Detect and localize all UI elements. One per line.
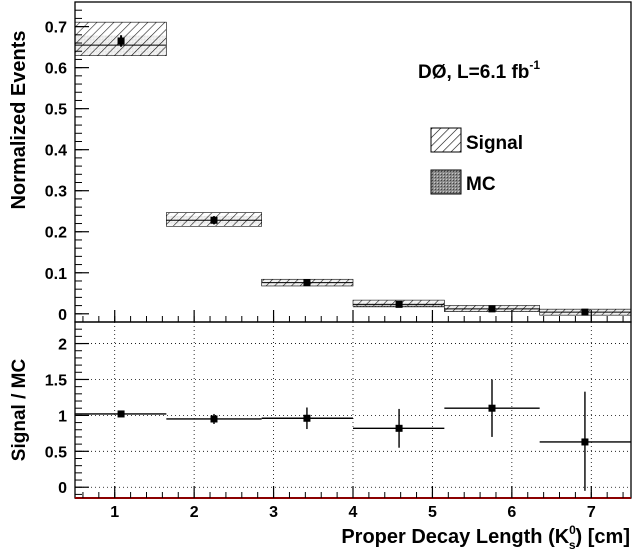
x-tick-label: 1 (110, 504, 119, 521)
legend-label-signal: Signal (466, 133, 523, 154)
top-y-tick-label: 0.6 (45, 61, 67, 78)
x-tick-label: 3 (269, 504, 278, 521)
x-tick-label: 2 (190, 504, 199, 521)
top-data-point (581, 308, 589, 316)
top-data-point (488, 305, 496, 313)
bottom-y-tick-label: 2 (58, 337, 67, 354)
top-points (117, 35, 589, 316)
annotation: DØ, L=6.1 fb-1 (418, 58, 540, 83)
ratio-data-point (488, 404, 496, 412)
top-y-axis: 0 0.1 0.2 0.3 0.4 0.5 0.6 0.7 (45, 9, 624, 324)
bottom-points (75, 379, 631, 491)
top-data-point (117, 37, 125, 45)
x-tick-label: 7 (587, 504, 596, 521)
ratio-data-point (303, 414, 311, 422)
bottom-panel: 0 0.5 1 1.5 2 1 2 3 4 5 6 7 Signal / MC Proper Deca… (9, 321, 632, 552)
top-y-tick-label: 0.1 (45, 266, 67, 283)
top-data-point (303, 279, 311, 287)
top-panel: 0 0.1 0.2 0.3 0.4 0.5 0.6 0.7 Normalized Events… (8, 1, 632, 324)
ratio-data-point (210, 415, 218, 423)
ratio-data-point (395, 424, 403, 432)
bottom-y-tick-label: 0 (58, 480, 67, 497)
top-y-tick-label: 0.7 (45, 20, 67, 37)
x-tick-label: 6 (507, 504, 516, 521)
top-y-tick-label: 0.4 (45, 143, 67, 160)
top-bars (74, 21, 632, 316)
bottom-axes: 0 0.5 1 1.5 2 1 2 3 4 5 6 7 (45, 328, 624, 521)
legend: Signal MC (430, 127, 523, 195)
top-y-tick-label: 0 (58, 307, 67, 324)
bottom-y-tick-label: 1.5 (45, 372, 67, 389)
top-data-point (210, 216, 218, 224)
legend-swatch-signal (430, 127, 462, 153)
top-y-tick-label: 0.3 (45, 184, 67, 201)
x-tick-label: 5 (428, 504, 437, 521)
bottom-y-tick-label: 0.5 (45, 444, 67, 461)
legend-swatch-mc (430, 169, 462, 195)
bottom-y-axis-label: Signal / MC (9, 359, 30, 462)
ratio-data-point (581, 438, 589, 446)
x-tick-label: 4 (349, 504, 358, 521)
top-y-tick-label: 0.2 (45, 225, 67, 242)
legend-label-mc: MC (466, 174, 496, 195)
bottom-y-tick-label: 1 (58, 408, 67, 425)
top-data-point (395, 300, 403, 308)
x-axis-label: Proper Decay Length (K0 s) [cm] (341, 523, 630, 552)
ratio-data-point (117, 410, 125, 418)
top-y-tick-label: 0.5 (45, 102, 67, 119)
top-y-axis-label: Normalized Events (8, 31, 30, 210)
bottom-grid (75, 322, 631, 498)
